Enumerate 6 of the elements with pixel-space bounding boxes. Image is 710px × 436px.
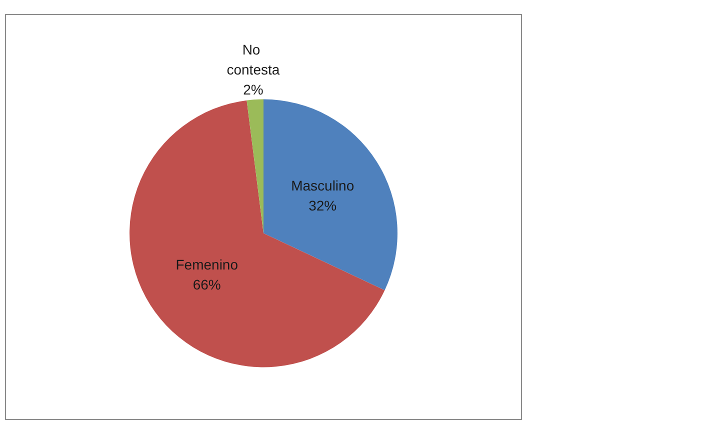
slice-label: No contesta: [226, 42, 280, 78]
data-label: 2%: [243, 82, 264, 98]
data-label: 66%: [192, 276, 221, 292]
slice-label: Masculino: [291, 178, 354, 194]
slice-label: Femenino: [176, 256, 238, 272]
data-label: 32%: [308, 198, 337, 214]
